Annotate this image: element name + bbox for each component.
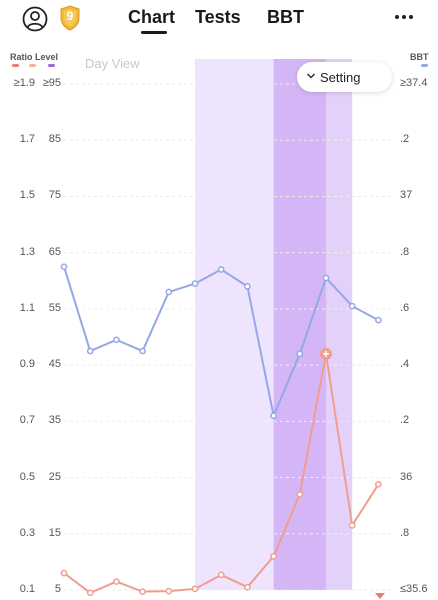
ratio-axis-tick: ≥1.9 — [13, 77, 35, 89]
bbt-axis-tick: ≥37.4 — [400, 77, 428, 89]
chevron-down-icon — [306, 73, 316, 79]
bbt-point-10 — [322, 274, 330, 282]
bbt-axis-tick: .6 — [400, 301, 410, 314]
ratio-axis-tick: 1.5 — [19, 189, 35, 202]
bbt-point-0 — [60, 263, 68, 271]
bbt-point-7 — [244, 283, 251, 290]
bbt-point-3 — [139, 347, 146, 355]
bbt-point-4 — [165, 288, 173, 296]
level-point-1 — [86, 589, 94, 597]
ratio-axis-tick: 0.5 — [19, 470, 35, 483]
level-axis-tick: ≥95 — [42, 77, 61, 89]
level-point-11 — [348, 521, 356, 529]
bbt-axis-tick: .2 — [400, 414, 410, 427]
level-axis-tick: 15 — [48, 526, 61, 539]
down-arrow-icon — [375, 593, 385, 599]
level-axis-tick: 5 — [54, 583, 61, 595]
level-point-3 — [139, 588, 146, 596]
bbt-point-5 — [191, 280, 199, 287]
level-axis-tick: 65 — [48, 245, 61, 258]
ratio-axis-tick: 1.7 — [19, 133, 35, 146]
user-profile-icon[interactable] — [22, 6, 48, 32]
bbt-point-2 — [113, 336, 120, 344]
level-axis-tick: 75 — [48, 189, 61, 202]
legend-dash-ratio — [12, 64, 19, 67]
level-axis-tick: 55 — [48, 301, 61, 314]
ratio-axis-tick: 1.3 — [19, 245, 35, 258]
ratio-level-legend-label: Ratio Level — [10, 52, 59, 62]
bbt-point-8 — [270, 412, 277, 420]
bbt-axis-tick: 37 — [400, 189, 413, 202]
level-point-4 — [165, 587, 173, 595]
active-tab-indicator — [141, 31, 167, 34]
level-point-2 — [113, 578, 120, 585]
bbt-axis-tick: 36 — [400, 470, 413, 483]
bbt-point-6 — [217, 266, 225, 273]
bbt-axis-tick: .2 — [400, 133, 410, 146]
more-options-icon[interactable] — [393, 8, 415, 26]
bbt-legend-label: BBT — [410, 52, 429, 62]
level-point-5 — [191, 585, 199, 593]
ratio-axis-tick: 0.7 — [19, 414, 35, 427]
legend-dash-level-light — [29, 64, 36, 67]
level-badge-icon[interactable] — [59, 5, 81, 31]
level-point-0 — [60, 569, 68, 577]
setting-label: Setting — [320, 70, 361, 85]
ratio-axis-tick: 1.1 — [19, 301, 35, 314]
tab-tests[interactable]: Tests — [195, 7, 241, 27]
level-axis-tick: 45 — [48, 358, 61, 371]
bbt-axis-tick: .8 — [400, 526, 410, 539]
level-badge-number: 9 — [66, 9, 74, 23]
ratio-axis-tick: 0.9 — [19, 358, 35, 371]
day-view-label[interactable]: Day View — [85, 56, 140, 71]
bbt-point-12 — [375, 316, 382, 324]
bbt-point-9 — [296, 350, 304, 358]
level-axis-tick: 35 — [48, 414, 61, 427]
level-point-6 — [217, 571, 225, 579]
level-point-7 — [244, 583, 251, 591]
bbt-point-1 — [86, 347, 94, 355]
bbt-axis-tick: .8 — [400, 245, 410, 258]
level-axis-tick: 25 — [48, 470, 61, 483]
bbt-point-11 — [348, 302, 356, 310]
top-bar: 9 Chart Tests BBT — [0, 0, 438, 40]
level-point-8 — [270, 552, 277, 560]
setting-button[interactable]: Setting — [297, 62, 392, 92]
tab-chart[interactable]: Chart — [128, 7, 176, 27]
legend-dash-level — [48, 64, 55, 67]
tab-bbt[interactable]: BBT — [267, 7, 304, 27]
peak-plus-icon — [323, 350, 329, 357]
level-point-12 — [375, 480, 382, 488]
phase-band-2 — [326, 59, 353, 590]
legend-dash-bbt — [421, 64, 428, 67]
phase-band-1 — [273, 59, 326, 590]
ratio-axis-tick: 0.3 — [19, 526, 35, 539]
level-axis-tick: 85 — [48, 133, 61, 146]
bbt-axis-tick: .4 — [400, 358, 410, 371]
phase-band-0 — [195, 59, 274, 590]
bbt-axis-tick: ≤35.6 — [400, 583, 428, 595]
level-point-9 — [296, 491, 304, 498]
ratio-axis-tick: 0.1 — [19, 583, 35, 595]
